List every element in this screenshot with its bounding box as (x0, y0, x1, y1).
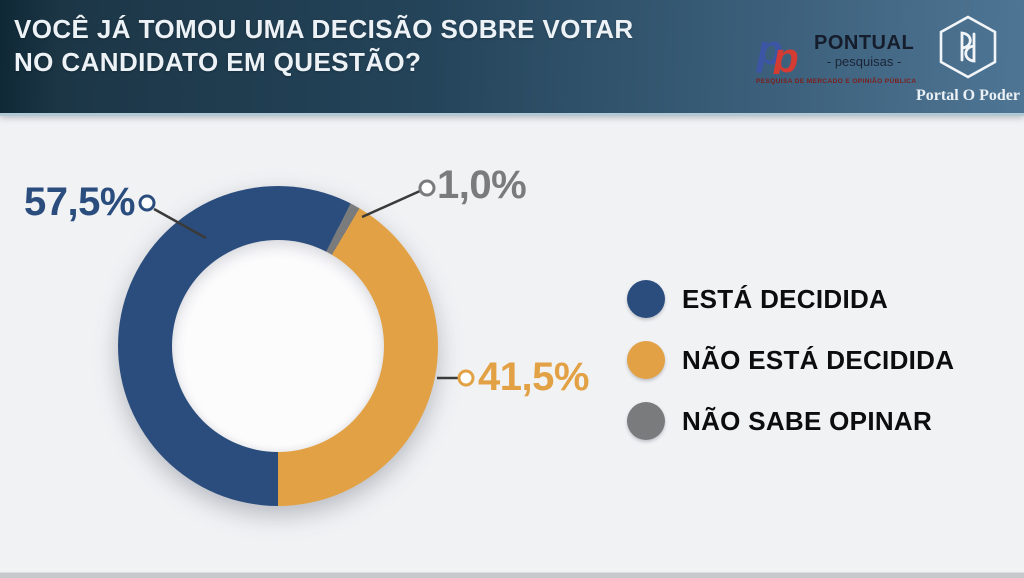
leader-line-nao-sabe (361, 189, 421, 219)
portal-o-poder-logo: Portal O Poder (906, 14, 1024, 105)
legend-swatch-orange (627, 341, 665, 379)
page-title-line2: NO CANDIDATO EM QUESTÃO? (14, 47, 422, 77)
legend-label: ESTÁ DECIDIDA (682, 283, 889, 314)
legend-item-nao-sabe-opinar: NÃO SABE OPINAR (627, 402, 954, 440)
pontual-logo-row: p p PONTUAL - pesquisas - (756, 26, 916, 74)
bottom-bar (0, 572, 1024, 578)
legend-item-nao-esta-decidida: NÃO ESTÁ DECIDIDA (627, 341, 954, 379)
value-label-nao-decidida: 41,5% (478, 355, 589, 399)
pontual-brand: PONTUAL (814, 31, 915, 54)
leader-marker-nao-decidida (457, 369, 475, 387)
pontual-logo-text: PONTUAL - pesquisas - (814, 32, 914, 69)
legend-swatch-gray (627, 402, 665, 440)
page-title: VOCÊ JÁ TOMOU UMA DECISÃO SOBRE VOTAR NO… (14, 13, 634, 79)
svg-text:p: p (772, 34, 799, 74)
chart-legend: ESTÁ DECIDIDA NÃO ESTÁ DECIDIDA NÃO SABE… (627, 280, 954, 440)
legend-label: NÃO SABE OPINAR (682, 405, 933, 436)
legend-swatch-blue (627, 280, 665, 318)
svg-text:p: p (756, 26, 783, 73)
donut-chart (118, 186, 438, 506)
header-banner: VOCÊ JÁ TOMOU UMA DECISÃO SOBRE VOTAR NO… (0, 0, 1024, 116)
legend-label: NÃO ESTÁ DECIDIDA (682, 344, 955, 375)
value-label-decidida: 57,5% (24, 180, 135, 224)
portal-o-poder-icon (939, 15, 997, 79)
leader-marker-nao-sabe (418, 179, 436, 197)
value-label-nao-sabe: 1,0% (437, 163, 527, 207)
donut-hole (172, 240, 384, 452)
portal-o-poder-label: Portal O Poder (916, 87, 1020, 104)
pontual-subtitle: - pesquisas - (826, 53, 902, 69)
pontual-logo: p p PONTUAL - pesquisas - PESQUISA DE ME… (756, 26, 916, 85)
leader-marker-decidida (138, 194, 156, 212)
legend-item-esta-decidida: ESTÁ DECIDIDA (627, 280, 954, 318)
pontual-tagline: PESQUISA DE MERCADO E OPINIÃO PÚBLICA (756, 78, 917, 85)
pontual-logo-icon: p p (756, 26, 799, 74)
page-title-line1: VOCÊ JÁ TOMOU UMA DECISÃO SOBRE VOTAR (14, 14, 634, 44)
